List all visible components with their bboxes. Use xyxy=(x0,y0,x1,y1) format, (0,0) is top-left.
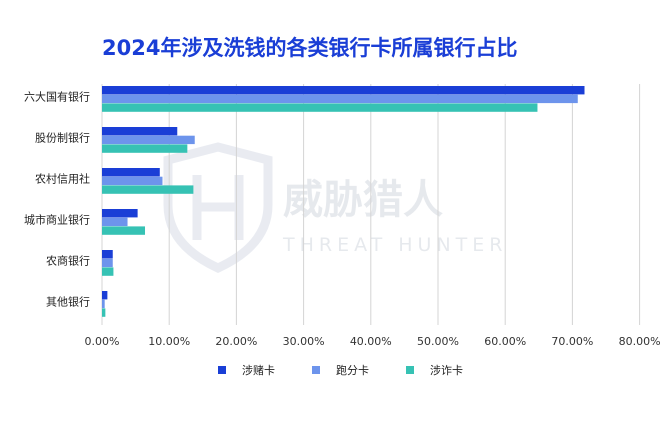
legend-swatch xyxy=(218,366,226,374)
x-tick-label: 20.00% xyxy=(215,335,257,348)
gridlines xyxy=(101,84,641,325)
bar xyxy=(102,168,160,177)
x-tick-label: 40.00% xyxy=(350,335,392,348)
legend-swatch xyxy=(406,366,414,374)
bar xyxy=(102,135,195,145)
bar xyxy=(102,308,106,317)
bar xyxy=(102,176,163,186)
bar xyxy=(102,94,578,104)
legend-label: 跑分卡 xyxy=(336,363,369,377)
bar xyxy=(102,267,114,276)
x-tick-label: 0.00% xyxy=(85,335,120,348)
bar xyxy=(102,291,108,300)
category-label: 农村信用社 xyxy=(35,172,90,186)
category-label: 其他银行 xyxy=(46,295,90,309)
bar xyxy=(102,217,128,227)
bar xyxy=(102,86,585,95)
bar xyxy=(102,103,538,112)
bar xyxy=(102,258,113,268)
category-label: 股份制银行 xyxy=(35,131,90,145)
bar xyxy=(102,209,138,218)
watermark: 威胁猎人 THREAT HUNTER xyxy=(163,142,508,273)
x-tick-label: 30.00% xyxy=(283,335,325,348)
bar xyxy=(102,250,113,259)
category-label: 城市商业银行 xyxy=(24,213,90,227)
legend: 涉赌卡 跑分卡 涉诈卡 xyxy=(218,363,463,377)
bar xyxy=(102,127,178,136)
bar xyxy=(102,226,146,235)
watermark-text-cn: 威胁猎人 xyxy=(283,177,443,223)
category-label: 农商银行 xyxy=(46,254,90,268)
bar xyxy=(102,185,194,194)
x-tick-label: 60.00% xyxy=(484,335,526,348)
bar xyxy=(102,299,105,309)
threat-hunter-logo-icon xyxy=(163,142,273,273)
x-tick-label: 70.00% xyxy=(551,335,593,348)
x-tick-label: 10.00% xyxy=(148,335,190,348)
category-label: 六大国有银行 xyxy=(24,90,90,104)
x-tick-labels: 0.00% 10.00% 20.00% 30.00% 40.00% 50.00% 60.00… xyxy=(85,335,660,348)
x-tick-label: 50.00% xyxy=(417,335,459,348)
legend-swatch xyxy=(312,366,320,374)
chart-title: 2024年涉及洗钱的各类银行卡所属银行占比 xyxy=(102,36,518,60)
bars xyxy=(102,86,585,317)
bar xyxy=(102,144,188,153)
watermark-text-en: THREAT HUNTER xyxy=(282,234,508,256)
x-tick-label: 80.00% xyxy=(619,335,660,348)
legend-label: 涉赌卡 xyxy=(242,363,275,377)
legend-label: 涉诈卡 xyxy=(430,363,463,377)
